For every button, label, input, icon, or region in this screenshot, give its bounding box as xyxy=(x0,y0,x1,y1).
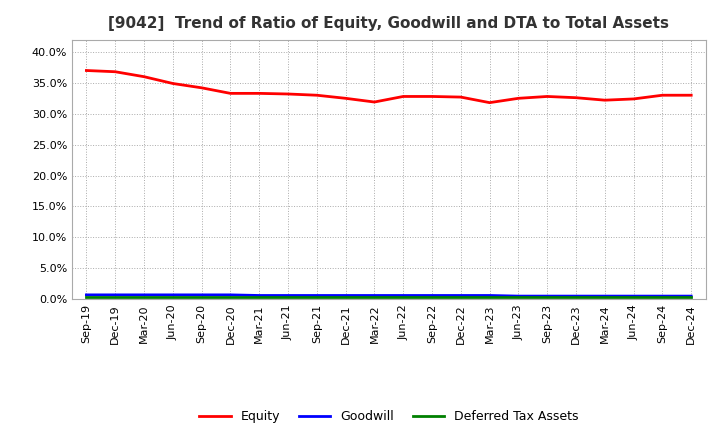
Equity xyxy=(543,94,552,99)
Equity xyxy=(485,100,494,105)
Goodwill xyxy=(600,293,609,299)
Goodwill xyxy=(312,293,321,298)
Deferred Tax Assets xyxy=(514,294,523,299)
Deferred Tax Assets xyxy=(197,294,206,299)
Deferred Tax Assets xyxy=(485,294,494,299)
Goodwill xyxy=(111,292,120,297)
Goodwill xyxy=(82,292,91,297)
Equity xyxy=(572,95,580,100)
Line: Equity: Equity xyxy=(86,70,691,103)
Deferred Tax Assets xyxy=(255,294,264,299)
Deferred Tax Assets xyxy=(629,294,638,299)
Equity xyxy=(226,91,235,96)
Equity xyxy=(658,92,667,98)
Goodwill xyxy=(284,293,292,298)
Deferred Tax Assets xyxy=(543,294,552,299)
Equity xyxy=(312,92,321,98)
Goodwill xyxy=(370,293,379,298)
Goodwill xyxy=(399,293,408,298)
Goodwill xyxy=(428,293,436,298)
Goodwill xyxy=(197,292,206,297)
Deferred Tax Assets xyxy=(284,294,292,299)
Goodwill xyxy=(572,293,580,299)
Legend: Equity, Goodwill, Deferred Tax Assets: Equity, Goodwill, Deferred Tax Assets xyxy=(194,405,583,428)
Equity xyxy=(111,69,120,74)
Goodwill xyxy=(140,292,148,297)
Goodwill xyxy=(456,293,465,298)
Deferred Tax Assets xyxy=(428,294,436,299)
Goodwill xyxy=(514,293,523,299)
Deferred Tax Assets xyxy=(600,294,609,299)
Goodwill xyxy=(255,293,264,298)
Deferred Tax Assets xyxy=(572,294,580,299)
Deferred Tax Assets xyxy=(226,294,235,299)
Deferred Tax Assets xyxy=(111,294,120,299)
Goodwill xyxy=(226,292,235,297)
Equity xyxy=(341,95,350,101)
Equity xyxy=(140,74,148,79)
Equity xyxy=(514,95,523,101)
Goodwill xyxy=(629,293,638,299)
Goodwill xyxy=(543,293,552,299)
Goodwill xyxy=(168,292,177,297)
Goodwill xyxy=(687,293,696,299)
Equity xyxy=(168,81,177,86)
Deferred Tax Assets xyxy=(687,294,696,299)
Goodwill xyxy=(341,293,350,298)
Equity xyxy=(284,92,292,97)
Deferred Tax Assets xyxy=(312,294,321,299)
Deferred Tax Assets xyxy=(168,294,177,299)
Equity xyxy=(629,96,638,102)
Equity xyxy=(197,85,206,91)
Deferred Tax Assets xyxy=(341,294,350,299)
Equity xyxy=(255,91,264,96)
Equity xyxy=(370,99,379,105)
Deferred Tax Assets xyxy=(658,294,667,299)
Equity xyxy=(600,98,609,103)
Deferred Tax Assets xyxy=(370,294,379,299)
Goodwill xyxy=(485,293,494,298)
Equity xyxy=(687,92,696,98)
Equity xyxy=(456,95,465,100)
Line: Goodwill: Goodwill xyxy=(86,295,691,296)
Deferred Tax Assets xyxy=(140,294,148,299)
Equity xyxy=(428,94,436,99)
Equity xyxy=(82,68,91,73)
Title: [9042]  Trend of Ratio of Equity, Goodwill and DTA to Total Assets: [9042] Trend of Ratio of Equity, Goodwil… xyxy=(108,16,670,32)
Goodwill xyxy=(658,293,667,299)
Deferred Tax Assets xyxy=(399,294,408,299)
Deferred Tax Assets xyxy=(456,294,465,299)
Deferred Tax Assets xyxy=(82,294,91,299)
Equity xyxy=(399,94,408,99)
